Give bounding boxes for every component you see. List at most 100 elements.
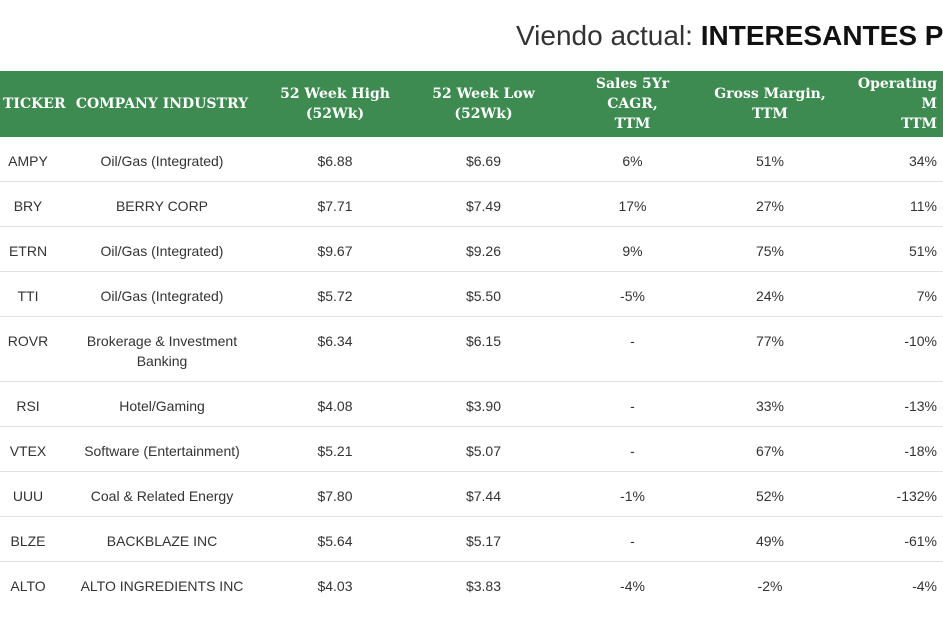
table-row: VTEX Software (Entertainment) $5.21 $5.07-6… [0,426,943,472]
table-cell: 7% [840,271,943,317]
table-cell: - [565,426,700,472]
table-cell: - [565,381,700,427]
table-cell: $5.07 [402,426,565,472]
header-line: COMPANY INDUSTRY [75,96,249,112]
table-cell: $6.34 [268,316,402,382]
table-cell: 52% [700,471,840,517]
table-cell: 11% [840,181,943,227]
table-cell: $5.64 [268,516,402,562]
table-row: BRY BERRY CORP $7.71 $7.49 17% 27% 11% [0,181,943,227]
table-cell: 17% [565,181,700,227]
table-cell: $7.71 [268,181,402,227]
table-cell: Hotel/Gaming [56,381,268,427]
table-cell: $4.08 [268,381,402,427]
header-row: TICKER COMPANY INDUSTRY 52 Week High (52Wk)… [0,71,943,137]
table-cell: -2% [757,578,783,594]
table-row: UUU Coal & Related Energy $7.80 $7.44 -1% 52%… [0,471,943,517]
table-cell: -5% [565,271,700,317]
table-cell: BACKBLAZE INC [56,516,268,562]
table-row: TTI Oil/Gas (Integrated) $5.72 $5.50 -5% 24% 7… [0,271,943,317]
header-line: TTM [752,106,788,122]
header-line: 52 Week High [280,86,390,102]
table-cell: $3.83 [465,578,502,594]
table-cell: $7.80 [268,471,402,517]
header-line: Sales 5Yr CAGR, [595,76,670,112]
table-row: AMPY Oil/Gas (Integrated) $6.88 $6.69 6% 51% 3… [0,137,943,182]
table-cell: Oil/Gas (Integrated) [56,226,268,272]
title-prefix: Viendo actual: [516,20,693,51]
column-header: Sales 5Yr CAGR, TTM [565,71,700,137]
table-cell: -4% [620,578,645,594]
table-row: ETRN Oil/Gas (Integrated) $9.67 $9.26 9% 75% 5… [0,226,943,272]
screener-table: TICKER COMPANY INDUSTRY 52 Week High (52Wk)… [0,71,943,606]
table-cell: 67% [700,426,840,472]
table-cell: $6.69 [402,137,565,182]
column-header: TICKER [0,71,66,137]
table-row: ROVR Brokerage & Investment Banking $6.34 $… [0,316,943,382]
table-cell: 49% [700,516,840,562]
table-cell: $9.26 [402,226,565,272]
header-line: Operating M [857,76,937,112]
table-cell: -4% [912,578,937,594]
table-cell: -18% [840,426,943,472]
table-cell: -10% [840,316,943,382]
table-cell: BRY [0,181,56,227]
table-cell: 51% [700,137,840,182]
table-cell: $5.17 [402,516,565,562]
table-cell: AMPY [0,137,56,182]
column-header: 52 Week High (52Wk) [268,71,402,137]
table-cell: ALTO [10,578,46,594]
table-cell: 27% [700,181,840,227]
table-cell: $3.90 [402,381,565,427]
table-cell: Oil/Gas (Integrated) [56,271,268,317]
table-cell: ALTO INGREDIENTS INC [80,578,244,594]
table-cell: $5.72 [268,271,402,317]
table-cell: $9.67 [268,226,402,272]
table-cell: $5.21 [268,426,402,472]
header-line: TTM [614,116,651,132]
table-cell: 9% [565,226,700,272]
table-cell: 34% [840,137,943,182]
header-line: TICKER [3,96,66,112]
table-cell: $6.88 [268,137,402,182]
column-header: COMPANY INDUSTRY [56,71,268,137]
table-cell: -132% [840,471,943,517]
table-cell: RSI [0,381,56,427]
table-cell: -61% [840,516,943,562]
title-emphasis: INTERESANTES P [700,20,943,51]
table-cell: 77% [700,316,840,382]
column-header: Gross Margin, TTM [700,71,840,137]
table-cell: Software (Entertainment) [56,426,268,472]
table-cell: UUU [0,471,56,517]
table-cell: ROVR [0,316,56,382]
table-cell: - [565,516,700,562]
table-row: ALTO ALTO INGREDIENTS INC $4.03 $3.83 -4% -2%… [0,562,943,607]
table-row: RSI Hotel/Gaming $4.08 $3.90-33% -13% [0,381,943,427]
header-line: TTM [901,116,937,132]
table-cell: BLZE [0,516,56,562]
table-cell: BERRY CORP [56,181,268,227]
column-header: Operating M TTM [840,71,943,137]
view-title: Viendo actual: INTERESANTES P [516,20,943,52]
table-row: BLZE BACKBLAZE INC $5.64 $5.17-49% -61% [0,516,943,562]
table-cell: $5.50 [402,271,565,317]
table-cell: 51% [840,226,943,272]
header-line: Gross Margin, [714,86,826,102]
table-cell: VTEX [0,426,56,472]
table-cell: $7.44 [402,471,565,517]
column-header: 52 Week Low (52Wk) [402,71,565,137]
table-cell: -13% [840,381,943,427]
table-cell: $4.03 [317,578,353,594]
table-cell: ETRN [0,226,56,272]
table-cell: $7.49 [402,181,565,227]
table-cell: - [565,316,700,382]
table-cell: 33% [700,381,840,427]
table-cell: 6% [565,137,700,182]
table-cell: $6.15 [402,316,565,382]
table-cell: 24% [700,271,840,317]
table-cell: 75% [700,226,840,272]
table-cell: Brokerage & Investment Banking [56,316,268,382]
table-cell: TTI [0,271,56,317]
table-cell: Oil/Gas (Integrated) [56,137,268,182]
